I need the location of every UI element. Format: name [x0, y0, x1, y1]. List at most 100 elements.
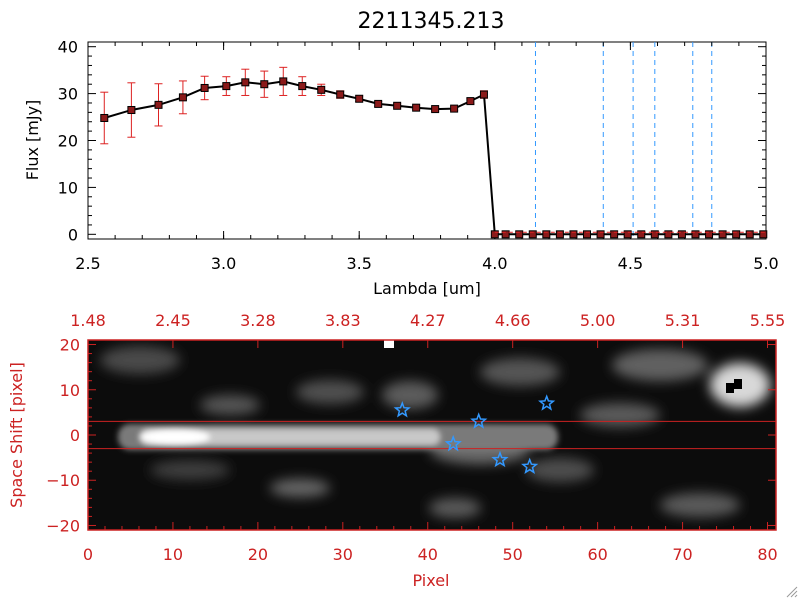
shift-tick-label: 0: [70, 426, 80, 445]
data-point: [555, 230, 564, 239]
data-point: [479, 90, 488, 99]
data-point: [501, 230, 510, 239]
data-point: [393, 101, 402, 110]
lambda-tick-label: 5.00: [580, 311, 616, 330]
data-point: [732, 230, 741, 239]
space-shift-axis-label: Space Shift [pixel]: [7, 362, 26, 508]
star-marker: [538, 394, 556, 411]
data-point: [691, 230, 700, 239]
data-point: [759, 230, 768, 239]
dark-pixel: [734, 379, 742, 389]
data-point: [450, 104, 459, 113]
shift-tick-label: −10: [46, 471, 80, 490]
x-axis-label: Lambda [um]: [373, 279, 481, 298]
pixel-tick-label: 80: [757, 545, 777, 564]
data-point: [610, 230, 619, 239]
star-marker: [521, 457, 539, 474]
flux-line: [104, 80, 764, 236]
data-point: [431, 105, 440, 114]
chart-title: 2211345.213: [358, 9, 505, 34]
image-ticks: [87, 340, 776, 530]
y-tick-label: 10: [58, 178, 78, 197]
data-point: [745, 230, 754, 239]
image-tick-labels: 0 10 20 30 40 50 60 70 80 1.48 2.45 3.28 3.83 4.27 4.6…: [46, 311, 785, 564]
pixel-tick-label: 70: [672, 545, 692, 564]
data-point: [241, 78, 250, 87]
data-point: [154, 100, 163, 109]
data-point: [178, 93, 187, 102]
star-marker: [393, 400, 411, 418]
lambda-tick-label: 4.27: [410, 311, 446, 330]
pixel-tick-label: 60: [587, 545, 607, 564]
lambda-tick-label: 3.83: [325, 311, 361, 330]
star-marker: [444, 434, 462, 452]
y-tick-label: 0: [68, 225, 78, 244]
pixel-axis-label: Pixel: [412, 571, 449, 590]
data-point: [200, 83, 209, 92]
x-tick-label: 3.5: [346, 254, 371, 273]
x-tick-label: 3.0: [211, 254, 236, 273]
y-axis-label: Flux [mJy]: [23, 100, 42, 181]
resize-grip[interactable]: [786, 586, 798, 598]
data-point: [412, 103, 421, 112]
shift-tick-label: 10: [60, 381, 80, 400]
pixel-tick-label: 0: [83, 545, 93, 564]
x-tick-label: 2.5: [75, 254, 100, 273]
line-markers: [534, 42, 713, 239]
data-point: [528, 230, 537, 239]
data-point: [677, 230, 686, 239]
data-point: [705, 230, 714, 239]
data-point: [466, 97, 475, 106]
lambda-tick-label: 2.45: [155, 311, 191, 330]
data-point: [490, 230, 499, 239]
data-point: [542, 230, 551, 239]
lambda-tick-label: 1.48: [70, 311, 106, 330]
shift-tick-label: 20: [60, 336, 80, 355]
extraction-bounds: [88, 420, 776, 450]
spectral-image-plot: 0 10 20 30 40 50 60 70 80 1.48 2.45 3.28 3.83 4.27 4.6…: [7, 311, 785, 590]
data-point: [623, 230, 632, 239]
pixel-tick-label: 10: [163, 545, 183, 564]
pixel-tick-label: 20: [248, 545, 268, 564]
bright-pixel: [384, 340, 394, 348]
pixel-tick-label: 40: [418, 545, 438, 564]
dark-pixel: [726, 383, 734, 393]
data-point: [583, 230, 592, 239]
data-point: [317, 85, 326, 94]
data-point: [650, 230, 659, 239]
spectrum-tick-labels: 2.5 3.0 3.5 4.0 4.5 5.0 0 10 20 30 40: [58, 38, 779, 273]
data-point: [336, 90, 345, 99]
data-point: [374, 99, 383, 108]
flux-markers: [100, 77, 768, 239]
data-point: [298, 82, 307, 91]
lambda-tick-label: 4.66: [495, 311, 531, 330]
pixel-tick-label: 50: [503, 545, 523, 564]
line-stars: [393, 394, 556, 474]
y-tick-label: 40: [58, 38, 78, 57]
data-point: [718, 230, 727, 239]
shift-tick-label: −20: [46, 516, 80, 535]
y-tick-label: 20: [58, 132, 78, 151]
data-point: [637, 230, 646, 239]
x-tick-label: 4.0: [482, 254, 507, 273]
spectrum-ticks: [87, 42, 767, 239]
data-point: [515, 230, 524, 239]
lambda-tick-label: 5.55: [750, 311, 786, 330]
lambda-tick-label: 3.28: [240, 311, 276, 330]
lambda-tick-label: 5.31: [665, 311, 701, 330]
data-point: [100, 113, 109, 122]
star-marker: [470, 412, 488, 429]
data-point: [664, 230, 673, 239]
spectral-image: [88, 340, 776, 530]
data-point: [127, 106, 136, 115]
spectrum-trace: [118, 424, 558, 450]
star-marker: [491, 450, 509, 468]
data-point: [260, 80, 269, 89]
spectrum-plot-frame: [87, 41, 767, 240]
data-point: [279, 77, 288, 86]
data-point: [569, 230, 578, 239]
data-point: [355, 94, 364, 103]
x-tick-label: 4.5: [618, 254, 643, 273]
